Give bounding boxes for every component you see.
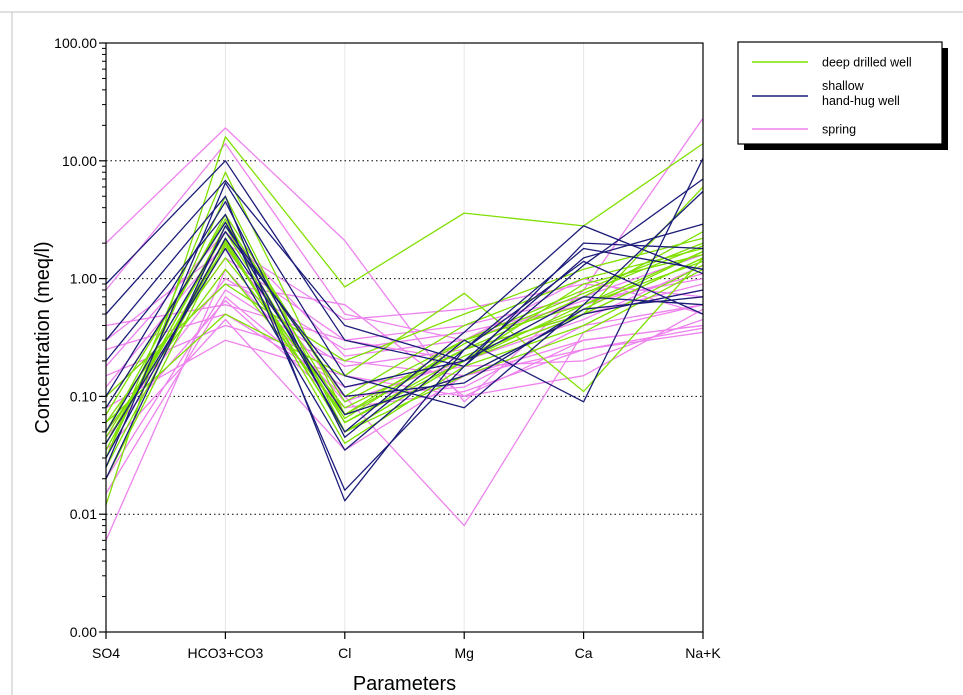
series-line — [105, 231, 704, 433]
series-line — [105, 221, 704, 433]
series-line — [105, 257, 704, 423]
y-axis-ticks: 0.00 0.01 0.10 1.00 10.00 100.00 — [54, 35, 106, 640]
x-tick-label: HCO3+CO3 — [187, 645, 263, 661]
x-axis-title: Parameters — [353, 673, 456, 695]
plot-area-frame — [105, 42, 704, 633]
legend-label: deep drilled well — [822, 56, 912, 70]
series-line — [105, 178, 704, 491]
x-tick-label: Ca — [575, 645, 593, 661]
x-tick-label: SO4 — [92, 645, 120, 661]
series-line — [105, 225, 704, 479]
x-tick-label: Cl — [338, 645, 351, 661]
series-line — [105, 182, 704, 468]
y-tick-label: 0.10 — [70, 388, 97, 404]
series-line — [105, 237, 704, 468]
series-line — [105, 158, 704, 438]
series-lines — [105, 117, 704, 541]
series-line — [105, 136, 704, 506]
series-line — [105, 117, 704, 403]
series-line — [105, 171, 704, 459]
y-tick-label: 0.01 — [70, 506, 97, 522]
series-line — [105, 160, 704, 367]
series-line — [105, 237, 704, 397]
series-line — [105, 195, 704, 502]
x-tick-label: Mg — [454, 645, 473, 661]
legend-label: spring — [822, 123, 856, 137]
series-line — [105, 247, 704, 451]
y-tick-label: 0.00 — [70, 624, 97, 640]
legend-box — [737, 41, 943, 145]
legend-label: shallow — [822, 79, 865, 93]
series-line — [105, 283, 704, 480]
x-tick-label: Na+K — [685, 645, 721, 661]
series-line — [105, 324, 704, 377]
y-tick-label: 100.00 — [54, 35, 97, 51]
y-axis-title: Concentration (meq/l) — [32, 241, 54, 433]
y-tick-label: 10.00 — [62, 153, 97, 169]
series-line — [105, 318, 704, 451]
x-axis-ticks: SO4 HCO3+CO3 Cl Mg Ca Na+K — [92, 632, 721, 661]
series-line — [105, 142, 704, 341]
legend-label: hand-hug well — [822, 94, 900, 108]
series-line — [105, 242, 704, 479]
y-tick-label: 1.00 — [70, 271, 97, 287]
series-line — [105, 237, 704, 459]
